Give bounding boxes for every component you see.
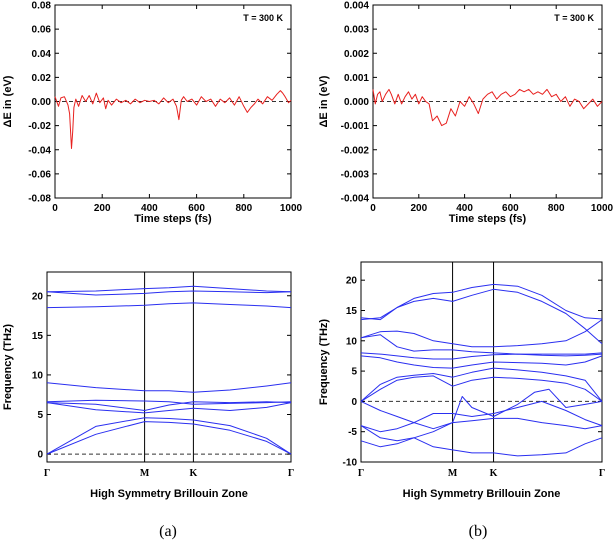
y-tick-label: 10 (346, 336, 358, 347)
y-tick-label: 0.02 (32, 73, 52, 84)
y-tick-label: -0.04 (28, 145, 51, 156)
y-tick-label: -10 (343, 458, 358, 469)
phonon-band (360, 334, 603, 355)
y-tick-label: 0 (37, 450, 43, 461)
y-tick-label: 5 (351, 367, 357, 378)
kpoint-label: M (140, 468, 150, 479)
y-axis-label: Frequency (THz) (318, 319, 330, 406)
phonon-band (46, 421, 292, 455)
y-tick-label: -0.003 (341, 169, 370, 180)
phonon-band (46, 285, 292, 293)
y-tick-label: 5 (37, 410, 43, 421)
x-axis-label: High Symmetry Brillouin Zone (90, 488, 248, 500)
kpoint-label: Γ (358, 468, 364, 479)
phonon-band (360, 283, 603, 321)
x-tick-label: 600 (502, 203, 519, 214)
phonon-band (46, 382, 292, 393)
phonon-band (46, 417, 292, 455)
kpoint-label: M (448, 468, 458, 479)
y-tick-label: 0.08 (32, 1, 52, 12)
y-tick-label: 0.001 (344, 73, 369, 84)
y-tick-label: 15 (32, 331, 44, 342)
y-tick-label: 0.000 (344, 97, 369, 108)
x-tick-label: 600 (188, 203, 205, 214)
y-tick-label: -5 (348, 427, 357, 438)
y-axis-label: ΔE in (eV) (318, 75, 330, 127)
x-tick-label: 800 (235, 203, 252, 214)
y-tick-label: 15 (346, 306, 358, 317)
y-axis-label: ΔE in (eV) (2, 75, 14, 127)
y-tick-label: 10 (32, 370, 44, 381)
phonon-band (360, 319, 603, 348)
kpoint-label: Γ (44, 468, 50, 479)
phonon-band (360, 367, 603, 402)
phonon-band (46, 302, 292, 309)
y-tick-label: 0.003 (344, 25, 369, 36)
kpoint-label: K (190, 468, 198, 479)
phonon-band (360, 437, 603, 457)
phonon-band (46, 399, 292, 405)
temperature-annotation: T = 300 K (554, 13, 594, 23)
x-tick-label: 1000 (280, 203, 303, 214)
y-tick-label: -0.004 (341, 194, 370, 205)
phonon-band (46, 290, 292, 296)
x-tick-label: 0 (370, 203, 376, 214)
energy-curve (54, 90, 292, 149)
x-tick-label: 800 (548, 203, 565, 214)
y-tick-label: -0.02 (28, 121, 51, 132)
phonon-band (360, 375, 603, 402)
x-tick-label: 0 (52, 203, 58, 214)
y-tick-label: 0.04 (32, 49, 52, 60)
phonon-band (46, 402, 292, 414)
x-axis-label: High Symmetry Brillouin Zone (403, 488, 561, 500)
phonon-band (360, 352, 603, 360)
y-tick-label: -0.08 (28, 194, 51, 205)
x-tick-label: 200 (94, 203, 111, 214)
y-tick-label: 0.002 (344, 49, 369, 60)
panel-caption: (a) (159, 523, 177, 540)
y-tick-label: 0.004 (344, 1, 369, 12)
x-tick-label: 200 (410, 203, 427, 214)
kpoint-label: K (490, 468, 498, 479)
energy-curve (372, 88, 603, 127)
phonon-band (360, 388, 603, 430)
panel-caption: (b) (469, 523, 488, 540)
phonon-band (360, 417, 603, 442)
y-tick-label: -0.002 (341, 145, 370, 156)
chart-md_a: -0.08 -0.06 -0.04 -0.02 0.00 0.02 0.04 0.06 0.08… (2, 1, 303, 226)
y-tick-label: 0 (351, 397, 357, 408)
kpoint-label: Γ (288, 468, 294, 479)
phonon-band (360, 400, 603, 433)
x-axis-label: Time steps (fs) (449, 213, 527, 225)
kpoint-label: Γ (599, 468, 605, 479)
phonon-band (360, 355, 603, 369)
y-axis-label: Frequency (THz) (2, 324, 14, 411)
plot-frame (360, 261, 603, 463)
x-tick-label: 1000 (591, 203, 614, 214)
chart-md_b: -0.004 -0.003 -0.002 -0.001 0.000 0.001 0.002 0… (318, 1, 614, 226)
y-tick-label: 0.00 (32, 97, 52, 108)
x-axis-label: Time steps (fs) (134, 213, 212, 225)
temperature-annotation: T = 300 K (243, 13, 283, 23)
y-tick-label: -0.001 (341, 121, 370, 132)
y-tick-label: -0.06 (28, 169, 51, 180)
phonon-band (360, 288, 603, 345)
x-tick-label: 400 (141, 203, 158, 214)
x-tick-label: 400 (456, 203, 473, 214)
y-tick-label: 0.06 (32, 25, 52, 36)
y-tick-label: 20 (346, 276, 358, 287)
chart-phonon_b: -10 -5 0 5 10 15 20 Γ M K Γ High Symmetry Brillouin… (318, 261, 605, 500)
plot-frame (46, 271, 292, 463)
y-tick-label: 20 (32, 291, 44, 302)
chart-phonon_a: 0 5 10 15 20 Γ M K Γ High Symmetry Brillouin Zone… (2, 271, 294, 500)
